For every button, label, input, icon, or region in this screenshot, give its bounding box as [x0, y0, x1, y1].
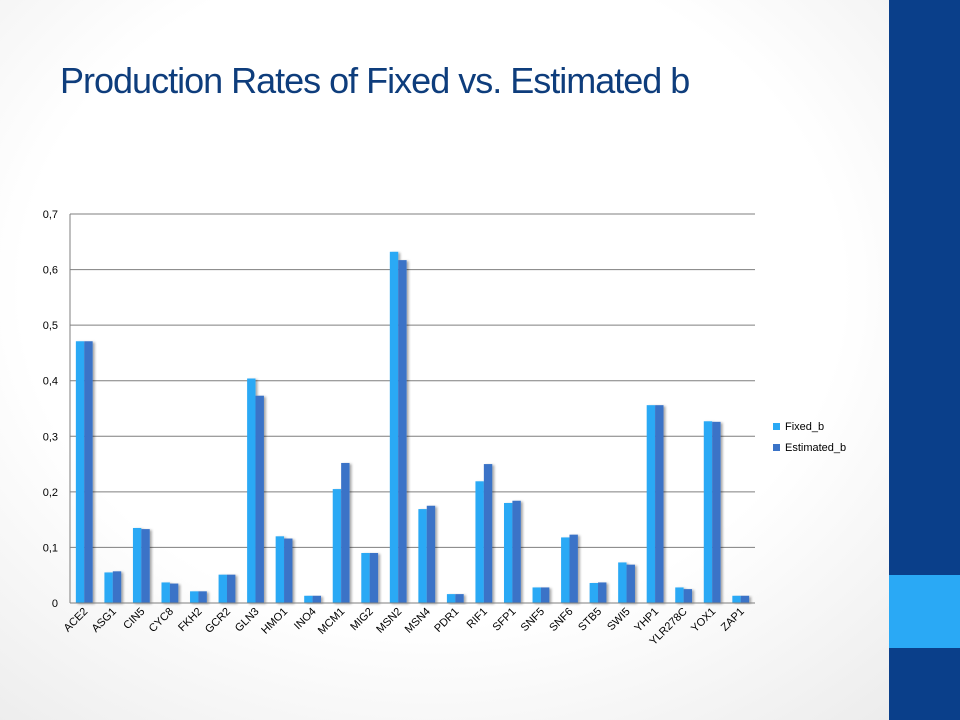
x-tick-label: RIF1	[465, 606, 490, 631]
x-tick-label: CIN5	[121, 606, 147, 632]
bar-estimated-b-ace2	[84, 341, 93, 603]
bar-fixed-b-swi5	[618, 562, 627, 603]
y-tick-label: 0,1	[43, 542, 58, 554]
x-tick-label: ASG1	[90, 606, 119, 635]
x-tick-label: ACE2	[62, 606, 91, 635]
bar-estimated-b-msn4	[426, 505, 436, 603]
bar-estimated-b-mcm1	[341, 462, 350, 603]
bar-fixed-b-gln3	[247, 378, 256, 603]
legend-label-estimated-b: Estimated_b	[785, 441, 847, 454]
bar-estimated-b-asg1	[112, 571, 122, 603]
bar-fixed-b-msn4	[418, 509, 427, 603]
bar-fixed-b-pdr1	[446, 594, 456, 603]
bar-fixed-b-msn2	[389, 251, 399, 603]
bar-estimated-b-snf6	[569, 534, 578, 603]
bar-fixed-b-sfp1	[503, 502, 513, 603]
bar-fixed-b-fkh2	[190, 591, 199, 603]
bar-estimated-b-gcr2	[226, 574, 236, 603]
bar-estimated-b-rif1	[483, 464, 493, 603]
x-tick-label: SWI5	[605, 606, 633, 634]
x-tick-label: MCM1	[316, 606, 347, 637]
bar-fixed-b-asg1	[104, 572, 113, 603]
x-tick-label: CYC8	[147, 606, 176, 635]
x-tick-label: GCR2	[203, 606, 233, 636]
x-tick-label: MIG2	[348, 606, 376, 634]
y-tick-label: 0	[52, 598, 58, 610]
x-tick-label: ZAP1	[719, 606, 747, 634]
bar-estimated-b-stb5	[598, 582, 607, 603]
y-tick-label: 0,5	[43, 320, 58, 332]
bar-estimated-b-gln3	[255, 395, 264, 603]
bar-estimated-b-swi5	[626, 564, 635, 603]
bar-estimated-b-yox1	[712, 421, 721, 603]
sidebar-accent-block	[889, 575, 960, 648]
bar-estimated-b-cyc8	[169, 583, 179, 603]
legend-swatch-estimated-b	[773, 444, 780, 451]
x-tick-label: INO4	[292, 606, 319, 633]
bar-estimated-b-hmo1	[284, 538, 293, 603]
bar-estimated-b-pdr1	[455, 594, 464, 603]
bar-fixed-b-hmo1	[275, 536, 285, 603]
legend-label-fixed-b: Fixed_b	[785, 420, 825, 433]
legend-item-fixed-b: Fixed_b	[773, 416, 846, 437]
chart-legend: Fixed_b Estimated_b	[773, 416, 846, 458]
x-tick-label: SNF5	[519, 606, 547, 634]
legend-item-estimated-b: Estimated_b	[773, 437, 846, 458]
y-tick-label: 0,2	[43, 487, 58, 499]
bar-estimated-b-snf5	[540, 587, 550, 603]
bar-estimated-b-fkh2	[198, 591, 207, 603]
bar-fixed-b-yox1	[703, 421, 713, 603]
y-tick-label: 0,7	[43, 209, 58, 221]
bar-fixed-b-ace2	[75, 341, 85, 603]
bar-estimated-b-ino4	[312, 595, 322, 603]
x-tick-label: MSN4	[403, 606, 433, 636]
legend-swatch-fixed-b	[773, 423, 780, 430]
bar-estimated-b-sfp1	[512, 500, 521, 603]
bar-fixed-b-zap1	[732, 595, 741, 603]
bar-fixed-b-mig2	[361, 552, 370, 603]
y-tick-label: 0,4	[43, 376, 58, 388]
x-tick-label: GLN3	[233, 606, 262, 635]
x-tick-label: STB5	[576, 606, 604, 634]
bar-estimated-b-mig2	[369, 552, 379, 603]
bar-estimated-b-ylr278c	[683, 589, 693, 603]
bar-fixed-b-snf6	[561, 537, 570, 603]
bar-fixed-b-cin5	[132, 527, 142, 603]
x-tick-label: SNF6	[547, 606, 575, 634]
x-tick-label: MSN2	[374, 606, 404, 636]
bar-estimated-b-cin5	[141, 529, 150, 603]
x-tick-label: FKH2	[176, 606, 204, 634]
x-tick-label: YOX1	[689, 606, 718, 635]
bar-estimated-b-zap1	[740, 595, 750, 603]
x-tick-label: SFP1	[491, 606, 519, 634]
bar-fixed-b-gcr2	[218, 574, 227, 603]
x-tick-label: PDR1	[432, 606, 461, 635]
y-tick-label: 0,6	[43, 265, 58, 277]
bar-fixed-b-snf5	[532, 587, 541, 603]
bar-fixed-b-cyc8	[161, 582, 170, 603]
bar-estimated-b-msn2	[398, 260, 407, 603]
bar-chart: 0 0,1 0,2 0,3 0,4 0,5 0,6 0,7 ACE2 ASG1 CIN5 CYC8 FK…	[43, 209, 755, 648]
y-tick-label: 0,3	[43, 431, 58, 443]
bar-fixed-b-mcm1	[332, 489, 342, 603]
bar-fixed-b-stb5	[589, 582, 599, 603]
bar-fixed-b-yhp1	[646, 405, 656, 603]
slide-title: Production Rates of Fixed vs. Estimated …	[60, 60, 690, 101]
bar-estimated-b-yhp1	[655, 405, 664, 603]
bar-fixed-b-ino4	[304, 595, 313, 603]
x-tick-label: HMO1	[259, 606, 290, 637]
bar-fixed-b-ylr278c	[675, 587, 684, 603]
bar-fixed-b-rif1	[475, 481, 484, 603]
